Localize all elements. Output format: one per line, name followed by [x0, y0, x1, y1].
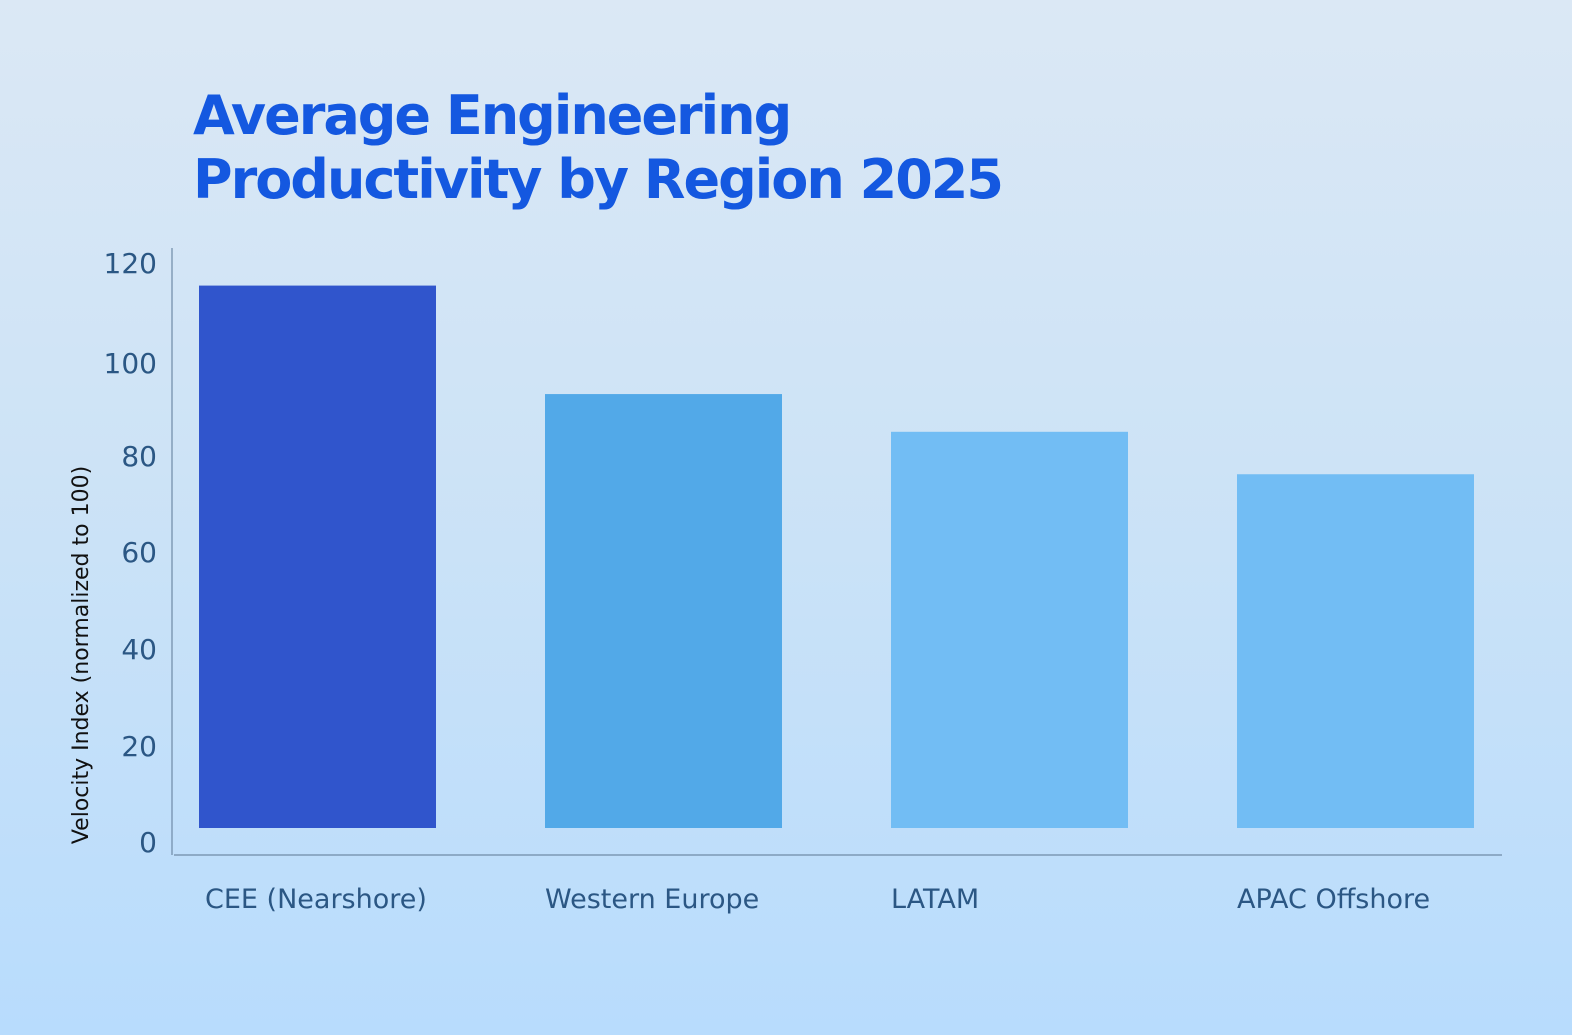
chart-title-line-2: Productivity by Region 2025: [193, 148, 1004, 211]
bar-1: [545, 394, 782, 828]
chart-title-line-1: Average Engineering: [193, 84, 792, 147]
bar-3: [1237, 474, 1474, 828]
y-tick-label-5: 100: [104, 347, 157, 380]
y-ticks-group: 0 20 40 60 80 100 120: [104, 247, 157, 859]
bars-group: [199, 285, 1474, 828]
bar-0: [199, 285, 436, 828]
x-tick-label-2: LATAM: [891, 884, 979, 915]
y-tick-label-4: 80: [121, 440, 157, 473]
y-tick-label-2: 40: [121, 633, 157, 666]
y-tick-label-0: 0: [139, 826, 157, 859]
x-tick-label-3: APAC Offshore: [1237, 884, 1430, 915]
x-tick-label-1: Western Europe: [545, 884, 759, 915]
y-tick-label-1: 20: [121, 730, 157, 763]
x-tick-label-0: CEE (Nearshore): [205, 884, 427, 915]
y-axis-title: Velocity Index (normalized to 100): [69, 466, 94, 844]
y-tick-label-6: 120: [104, 247, 157, 280]
bar-2: [891, 431, 1128, 828]
y-tick-label-3: 60: [121, 536, 157, 569]
chart-title: Average Engineering Productivity by Regi…: [193, 84, 1093, 212]
x-labels-group: CEE (Nearshore) Western Europe LATAM APAC O…: [205, 884, 1430, 915]
